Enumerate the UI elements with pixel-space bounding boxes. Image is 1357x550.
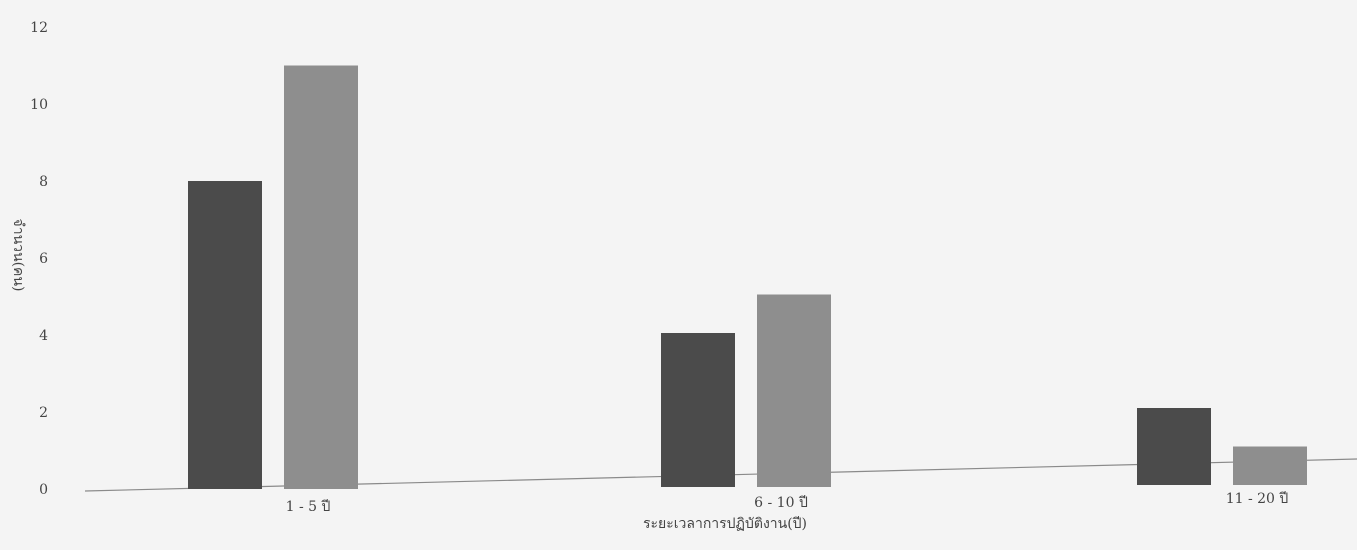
- y-tick-label: 6: [39, 251, 48, 267]
- y-tick-label: 8: [39, 174, 48, 190]
- x-tick-label: 6 - 10 ปี: [754, 495, 808, 511]
- y-tick-label: 10: [30, 97, 48, 113]
- x-tick-label: 1 - 5 ปี: [286, 499, 331, 515]
- bar-series-2-1: [284, 65, 358, 489]
- bar-series-2-2: [757, 294, 831, 487]
- bar-series-1-1: [188, 181, 262, 489]
- y-tick-label: 4: [39, 328, 48, 344]
- y-axis-title: จำนวน(คน): [10, 219, 26, 292]
- y-tick-label: 0: [39, 482, 48, 498]
- y-tick-label: 12: [30, 20, 48, 36]
- bar-series-2-3: [1233, 446, 1307, 485]
- y-tick-label: 2: [39, 405, 48, 421]
- x-tick-label: 11 - 20 ปี: [1226, 491, 1289, 507]
- bar-series-1-3: [1137, 408, 1211, 485]
- x-axis-title: ระยะเวลาการปฏิบัติงาน(ปี): [643, 516, 807, 532]
- bar-series-1-2: [661, 333, 735, 487]
